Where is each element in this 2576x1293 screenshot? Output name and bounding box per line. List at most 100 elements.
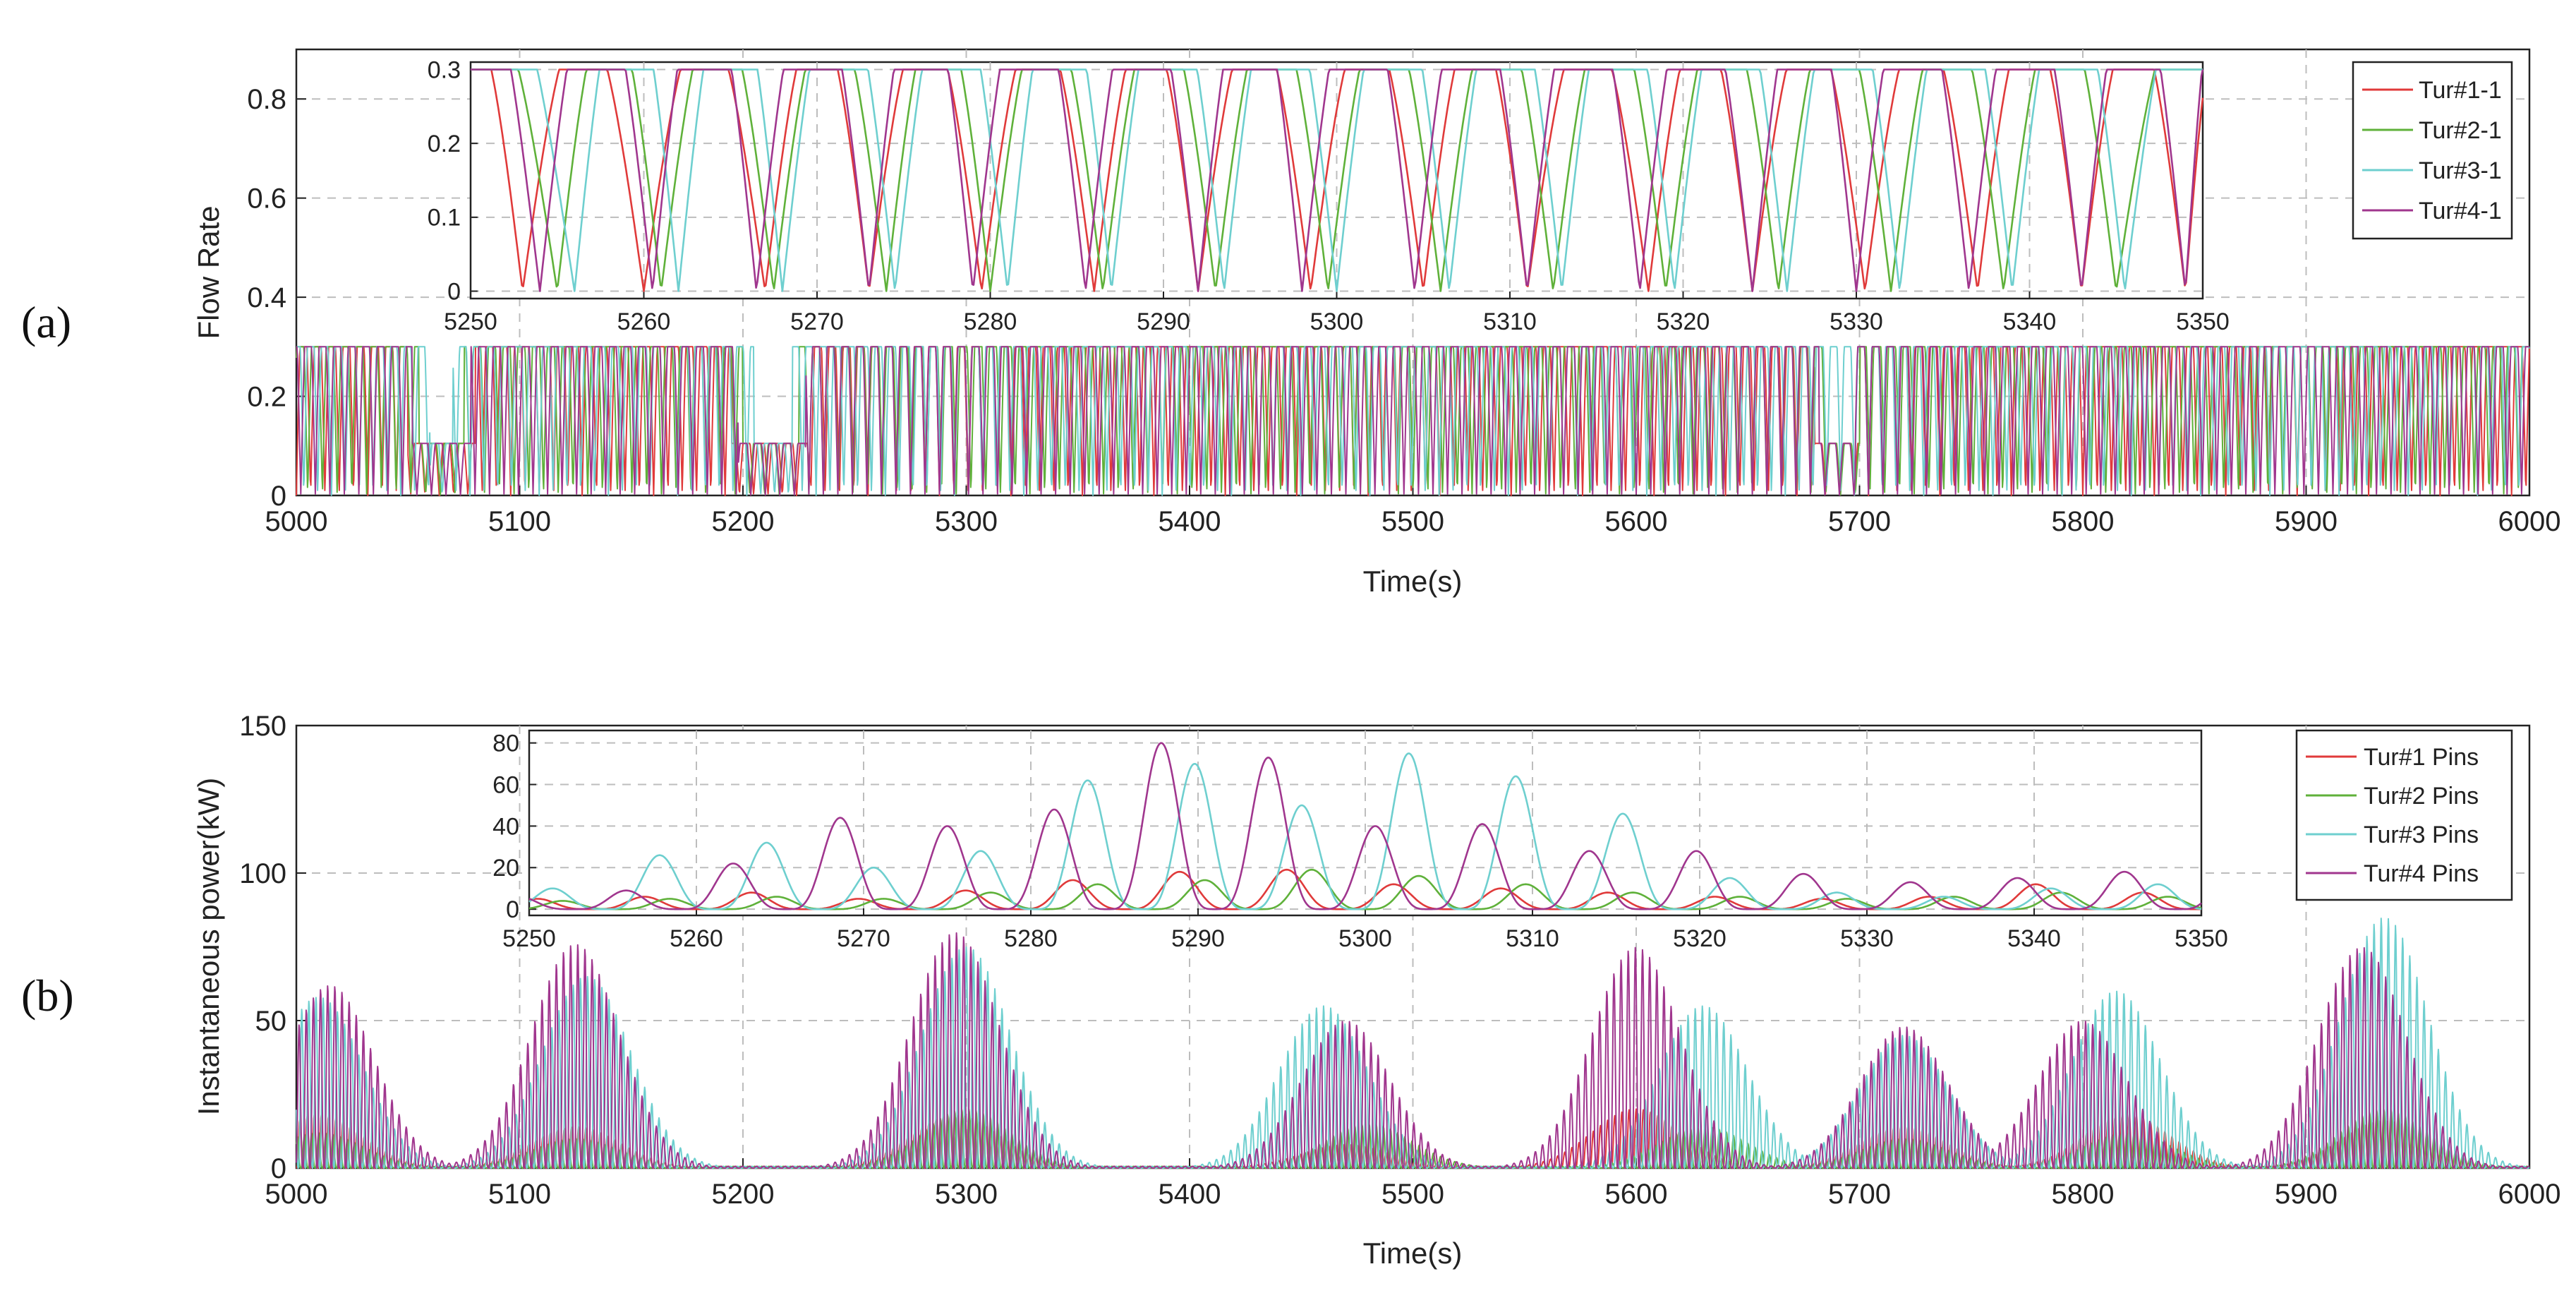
x-tick-label: 5100 xyxy=(488,506,551,537)
x-tick-label: 5700 xyxy=(1828,506,1891,537)
x-tick-label: 5270 xyxy=(837,925,890,952)
x-tick-label: 5340 xyxy=(2007,925,2061,952)
x-tick-label: 5400 xyxy=(1159,506,1221,537)
panel-label-b: (b) xyxy=(21,970,74,1021)
y-tick-label: 0.1 xyxy=(428,205,461,231)
x-tick-label: 5600 xyxy=(1605,506,1668,537)
inset-series-line-tur-4-1 xyxy=(471,68,2204,292)
y-tick-label: 40 xyxy=(492,813,519,840)
x-tick-label: 5290 xyxy=(1137,308,1190,335)
inset-series-line-tur-2-1 xyxy=(471,68,2203,292)
x-tick-label: 5300 xyxy=(1310,308,1364,335)
x-tick-label: 5340 xyxy=(2003,308,2057,335)
y-tick-label: 0.4 xyxy=(247,282,286,313)
panel-b-inset-tick-labels: 5250 5260 5270 5280 5290 5300 5310 5320 5330 5340… xyxy=(492,730,2228,952)
panel-a-y-axis-label: Flow Rate xyxy=(192,205,225,339)
y-tick-label: 60 xyxy=(492,771,519,798)
x-tick-label: 5260 xyxy=(617,308,671,335)
x-tick-label: 6000 xyxy=(2498,506,2561,537)
x-tick-label: 5290 xyxy=(1171,925,1225,952)
x-tick-label: 5320 xyxy=(1673,925,1727,952)
series-line-tur-4-pins xyxy=(296,932,2530,1169)
panel-b-inset-plot: 5250 5260 5270 5280 5290 5300 5310 5320 5330 5340… xyxy=(492,729,2228,952)
x-tick-label: 5900 xyxy=(2275,506,2338,537)
x-tick-label: 5280 xyxy=(1004,925,1058,952)
x-tick-label: 5330 xyxy=(1830,308,1883,335)
panel-a-series-group xyxy=(296,346,2530,496)
x-tick-label: 5310 xyxy=(1506,925,1559,952)
inset-series-line-tur-1-pins xyxy=(528,868,2201,910)
panel-b-inset-series-group xyxy=(528,742,2202,910)
x-tick-label: 5900 xyxy=(2275,1179,2338,1210)
y-tick-label: 0.2 xyxy=(247,382,286,413)
legend-label-tur4-1: Tur#4-1 xyxy=(2419,198,2502,224)
panel-b-x-axis-label: Time(s) xyxy=(1363,1237,1463,1270)
x-tick-label: 5500 xyxy=(1381,506,1444,537)
y-tick-label: 0 xyxy=(447,278,461,305)
x-tick-label: 5800 xyxy=(2052,1179,2115,1210)
x-tick-label: 5600 xyxy=(1605,1179,1668,1210)
legend-label-tur1-pins: Tur#1 Pins xyxy=(2364,744,2479,771)
x-tick-label: 5100 xyxy=(488,1179,551,1210)
y-tick-label: 0.2 xyxy=(428,131,461,157)
x-tick-label: 5310 xyxy=(1483,308,1537,335)
y-tick-label: 0 xyxy=(506,896,519,923)
x-tick-label: 5300 xyxy=(1338,925,1392,952)
panel-a-inset-tick-labels: 5250 5260 5270 5280 5290 5300 5310 5320 5330 5340… xyxy=(428,56,2230,335)
y-tick-label: 50 xyxy=(255,1006,287,1037)
legend-label-tur2-1: Tur#2-1 xyxy=(2419,117,2502,144)
panel-label-a: (a) xyxy=(21,297,71,347)
legend-label-tur4-pins: Tur#4 Pins xyxy=(2364,860,2479,887)
x-tick-label: 5250 xyxy=(444,308,497,335)
series-line-tur-4-1 xyxy=(296,346,2530,496)
panel-b-legend: Tur#1 Pins Tur#2 Pins Tur#3 Pins Tur#4 P… xyxy=(2295,729,2513,901)
x-tick-label: 5400 xyxy=(1159,1179,1221,1210)
legend-label-tur1-1: Tur#1-1 xyxy=(2419,77,2502,104)
x-tick-label: 5200 xyxy=(712,1179,775,1210)
panel-b-series-group xyxy=(296,918,2530,1169)
y-tick-label: 0.6 xyxy=(247,184,286,215)
x-tick-label: 5350 xyxy=(2176,308,2230,335)
x-tick-label: 5800 xyxy=(2052,506,2115,537)
x-tick-label: 5250 xyxy=(502,925,556,952)
panel-b-inset-frame xyxy=(528,729,2203,917)
legend-label-tur3-pins: Tur#3 Pins xyxy=(2364,822,2479,848)
y-tick-label: 80 xyxy=(492,730,519,757)
panel-a-inset-series-group xyxy=(471,68,2204,292)
x-tick-label: 5330 xyxy=(1840,925,1894,952)
panel-a-inset-plot: 5250 5260 5270 5280 5290 5300 5310 5320 5330 5340… xyxy=(428,56,2230,335)
x-tick-label: 5500 xyxy=(1381,1179,1444,1210)
y-tick-label: 0.3 xyxy=(428,56,461,83)
y-tick-label: 0 xyxy=(271,1153,286,1184)
x-tick-label: 5260 xyxy=(670,925,723,952)
x-tick-label: 5300 xyxy=(935,1179,998,1210)
x-tick-label: 5000 xyxy=(265,1179,328,1210)
inset-series-line-tur-3-1 xyxy=(471,68,2203,292)
panel-a-legend: Tur#1-1 Tur#2-1 Tur#3-1 Tur#4-1 xyxy=(2352,61,2513,240)
y-tick-label: 20 xyxy=(492,855,519,882)
x-tick-label: 5000 xyxy=(265,506,328,537)
panel-b-tick-labels: 5000 5100 5200 5300 5400 5500 5600 5700 5800 5900… xyxy=(239,711,2560,1210)
y-tick-label: 100 xyxy=(239,858,286,889)
legend-label-tur3-1: Tur#3-1 xyxy=(2419,157,2502,184)
panel-a-tick-labels: 5000 5100 5200 5300 5400 5500 5600 5700 5800 5900… xyxy=(247,84,2560,537)
x-tick-label: 5300 xyxy=(935,506,998,537)
panel-b-y-axis-label: Instantaneous power(kW) xyxy=(192,778,225,1116)
inset-series-line-tur-4-pins xyxy=(528,742,2202,910)
x-tick-label: 5350 xyxy=(2175,925,2228,952)
inset-series-line-tur-3-pins xyxy=(528,752,2202,910)
panel-a-x-axis-label: Time(s) xyxy=(1363,565,1463,598)
x-tick-label: 6000 xyxy=(2498,1179,2561,1210)
x-tick-label: 5280 xyxy=(964,308,1017,335)
x-tick-label: 5200 xyxy=(712,506,775,537)
y-tick-label: 0 xyxy=(271,481,286,512)
y-tick-label: 0.8 xyxy=(247,84,286,115)
x-tick-label: 5270 xyxy=(790,308,844,335)
y-tick-label: 150 xyxy=(239,711,286,742)
x-tick-label: 5700 xyxy=(1828,1179,1891,1210)
x-tick-label: 5320 xyxy=(1657,308,1710,335)
legend-label-tur2-pins: Tur#2 Pins xyxy=(2364,783,2479,810)
panel-a-legend-box xyxy=(2352,61,2513,240)
panel-b-legend-box xyxy=(2295,729,2513,901)
